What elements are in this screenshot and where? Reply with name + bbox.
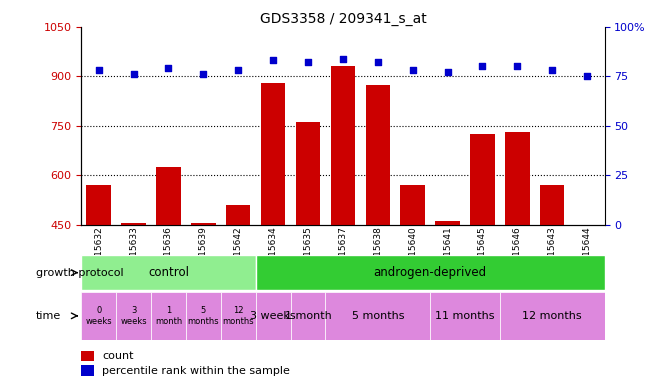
- Bar: [430, 292, 500, 340]
- Bar: [86, 185, 111, 225]
- Bar: [151, 292, 186, 340]
- Point: [163, 65, 174, 71]
- Bar: [470, 134, 495, 225]
- Bar: [81, 366, 94, 376]
- Point: [233, 67, 243, 73]
- Bar: [436, 221, 460, 225]
- Bar: [221, 292, 255, 340]
- Text: 3 weeks: 3 weeks: [250, 311, 296, 321]
- Point: [94, 67, 104, 73]
- Bar: [81, 292, 116, 340]
- Bar: [500, 292, 604, 340]
- Text: 5 months: 5 months: [352, 311, 404, 321]
- Bar: [255, 292, 291, 340]
- Text: time: time: [36, 311, 61, 321]
- Point: [372, 60, 383, 66]
- Point: [128, 71, 139, 78]
- Bar: [296, 122, 320, 225]
- Bar: [156, 167, 181, 225]
- Text: 11 months: 11 months: [436, 311, 495, 321]
- Point: [338, 55, 348, 61]
- Bar: [291, 292, 326, 340]
- Text: androgen-deprived: androgen-deprived: [374, 266, 487, 279]
- Text: percentile rank within the sample: percentile rank within the sample: [102, 366, 290, 376]
- Bar: [81, 351, 94, 361]
- Text: 1 month: 1 month: [285, 311, 332, 321]
- Bar: [255, 255, 604, 290]
- Bar: [505, 132, 530, 225]
- Bar: [400, 185, 425, 225]
- Text: control: control: [148, 266, 189, 279]
- Point: [303, 60, 313, 66]
- Bar: [186, 292, 221, 340]
- Bar: [540, 185, 564, 225]
- Bar: [331, 66, 355, 225]
- Point: [442, 69, 452, 75]
- Text: 12
months: 12 months: [222, 306, 254, 326]
- Bar: [116, 292, 151, 340]
- Bar: [191, 223, 216, 225]
- Text: growth protocol: growth protocol: [36, 268, 124, 278]
- Bar: [261, 83, 285, 225]
- Title: GDS3358 / 209341_s_at: GDS3358 / 209341_s_at: [259, 12, 426, 26]
- Point: [547, 67, 557, 73]
- Bar: [365, 84, 390, 225]
- Point: [582, 73, 592, 79]
- Text: 3
weeks: 3 weeks: [120, 306, 147, 326]
- Text: 5
months: 5 months: [188, 306, 219, 326]
- Point: [198, 71, 209, 78]
- Point: [268, 58, 278, 64]
- Text: 12 months: 12 months: [523, 311, 582, 321]
- Point: [477, 63, 488, 70]
- Bar: [81, 255, 255, 290]
- Bar: [122, 223, 146, 225]
- Point: [512, 63, 523, 70]
- Text: count: count: [102, 351, 134, 361]
- Bar: [326, 292, 430, 340]
- Text: 0
weeks: 0 weeks: [85, 306, 112, 326]
- Bar: [226, 205, 250, 225]
- Point: [408, 67, 418, 73]
- Text: 1
month: 1 month: [155, 306, 182, 326]
